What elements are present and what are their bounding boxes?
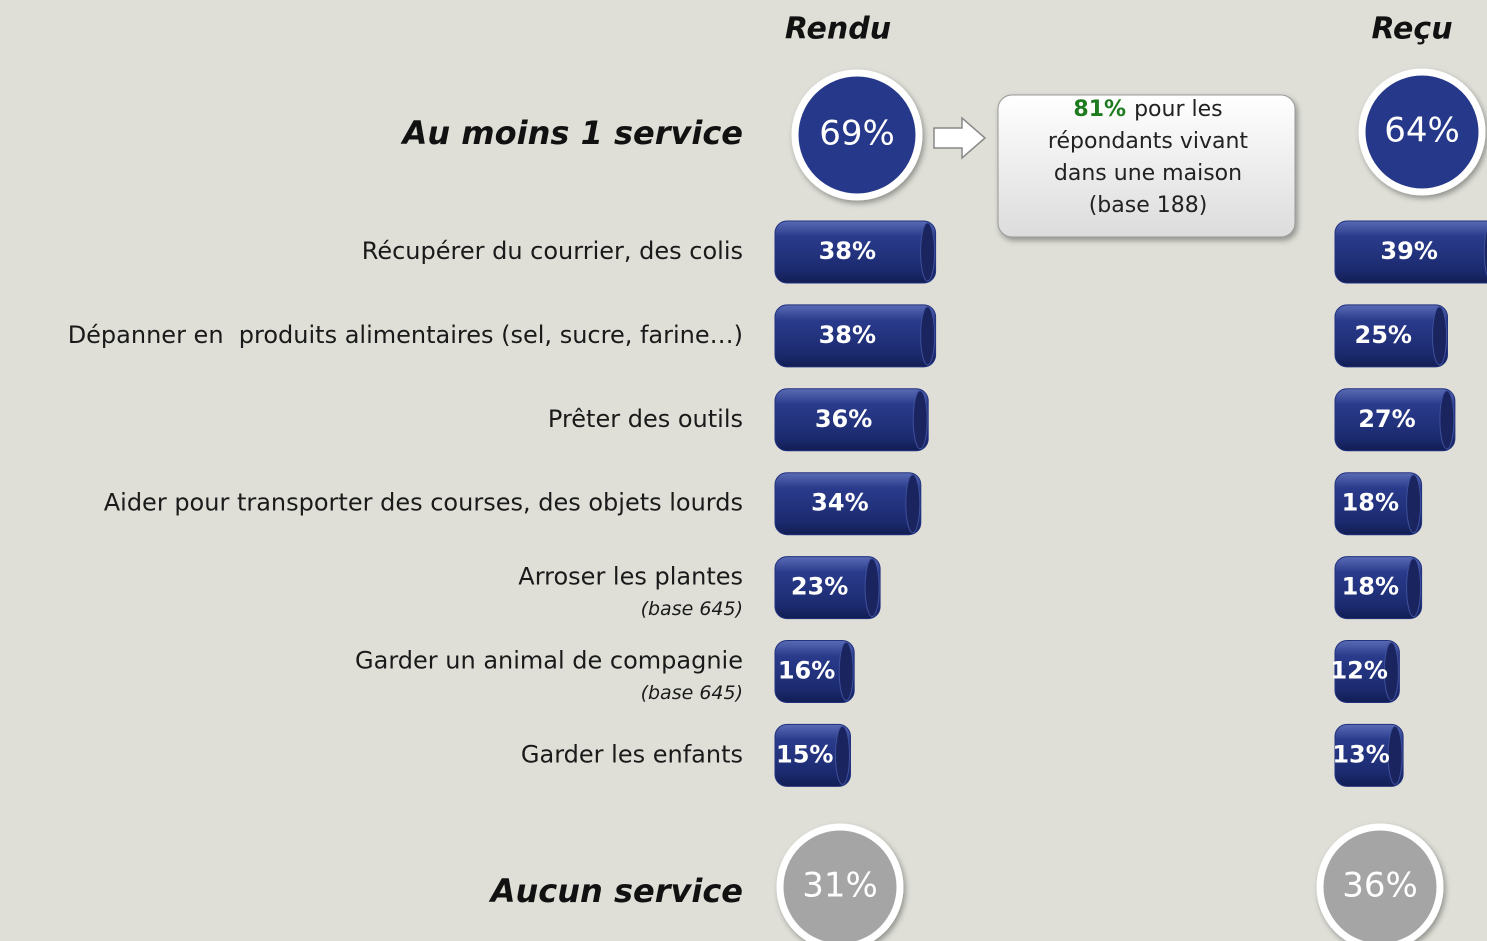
bar-value-label: 23% <box>791 573 848 601</box>
bar-value-label: 15% <box>776 740 833 768</box>
bar-value-label: 18% <box>1342 489 1399 517</box>
callout-box <box>997 94 1296 238</box>
category-note: (base 645) <box>641 682 743 704</box>
bar-cap <box>1483 227 1487 277</box>
bar-cap <box>835 725 850 785</box>
bar <box>1334 472 1423 536</box>
bar-value-label: 38% <box>819 237 876 265</box>
bar-cap <box>912 390 928 450</box>
bar-cap <box>1432 306 1447 366</box>
category-label: Récupérer du courrier, des colis <box>362 237 743 265</box>
bar-value-label: 39% <box>1380 237 1437 265</box>
category-label: Arroser les plantes <box>518 563 743 591</box>
callout-text: pour les <box>1134 97 1223 122</box>
bar-value-label: 12% <box>1330 657 1387 685</box>
category-note: (base 645) <box>641 598 743 620</box>
category-label: Dépanner en produits alimentaires (sel, … <box>68 321 743 349</box>
callout-highlight: 81% <box>1073 97 1126 122</box>
category-label: Prêter des outils <box>548 405 743 433</box>
column-header: Rendu <box>785 12 891 47</box>
summary-circle <box>1316 823 1444 941</box>
bar-value-label: 27% <box>1358 405 1415 433</box>
summary-circle <box>791 69 923 201</box>
bar-cap <box>1406 558 1422 618</box>
callout-line: dans une maison <box>1054 161 1242 186</box>
bar-cap <box>864 558 880 618</box>
bar-cap <box>905 474 921 534</box>
bar <box>774 556 881 620</box>
bar <box>774 640 855 703</box>
bar-value-label: 13% <box>1332 740 1389 768</box>
summary-circle <box>776 823 904 941</box>
bar-cap <box>1387 725 1403 785</box>
column-header: Reçu <box>1371 12 1452 47</box>
category-label: Garder les enfants <box>521 740 743 768</box>
bar-cap <box>1406 474 1422 534</box>
summary-value-label: 69% <box>819 114 895 154</box>
summary-circle <box>1358 68 1486 196</box>
bar <box>774 304 937 368</box>
bar <box>774 220 937 284</box>
bar-value-label: 25% <box>1355 321 1412 349</box>
summary-label: Au moins 1 service <box>400 114 743 152</box>
bar <box>1334 723 1404 787</box>
category-label: Aider pour transporter des courses, des … <box>104 489 743 517</box>
callout-line: (base 188) <box>1089 193 1208 218</box>
bar-cap <box>920 222 936 282</box>
bar-cap <box>920 306 936 366</box>
bar-cap <box>1439 390 1455 450</box>
bar <box>1334 556 1423 620</box>
bar <box>1334 388 1456 452</box>
summary-value-label: 36% <box>1342 866 1418 906</box>
bar-cap <box>838 642 854 701</box>
arrow <box>933 116 987 160</box>
summary-label: Aucun service <box>488 872 743 910</box>
bar <box>774 472 922 536</box>
bar <box>774 723 851 787</box>
callout-line: répondants vivant <box>1048 129 1249 154</box>
bar-value-label: 36% <box>815 405 872 433</box>
summary-value-label: 64% <box>1384 111 1460 151</box>
bar-value-label: 16% <box>778 657 835 685</box>
category-label: Garder un animal de compagnie <box>355 647 743 675</box>
bar-value-label: 34% <box>811 489 868 517</box>
summary-value-label: 31% <box>802 866 878 906</box>
callout-line: 81% pour les <box>1073 97 1222 122</box>
bar <box>1334 220 1487 284</box>
bar <box>774 388 929 452</box>
bar <box>1334 640 1400 703</box>
bar-value-label: 18% <box>1342 573 1399 601</box>
bar-cap <box>1383 642 1399 701</box>
bar <box>1334 304 1448 368</box>
bar-value-label: 38% <box>819 321 876 349</box>
